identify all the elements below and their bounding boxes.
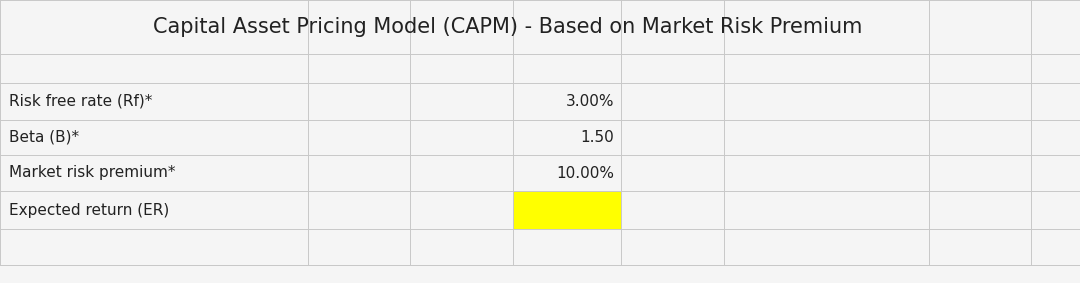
Text: Expected return (ER): Expected return (ER) — [9, 203, 168, 218]
Text: 3.00%: 3.00% — [566, 94, 615, 109]
Text: 1.50: 1.50 — [581, 130, 615, 145]
Text: Beta (B)*: Beta (B)* — [9, 130, 79, 145]
Text: Risk free rate (Rf)*: Risk free rate (Rf)* — [9, 94, 152, 109]
Text: Capital Asset Pricing Model (CAPM) - Based on Market Risk Premium: Capital Asset Pricing Model (CAPM) - Bas… — [153, 17, 862, 37]
Bar — [513, 191, 621, 229]
Text: 10.00%: 10.00% — [556, 166, 615, 181]
Text: Market risk premium*: Market risk premium* — [9, 166, 175, 181]
